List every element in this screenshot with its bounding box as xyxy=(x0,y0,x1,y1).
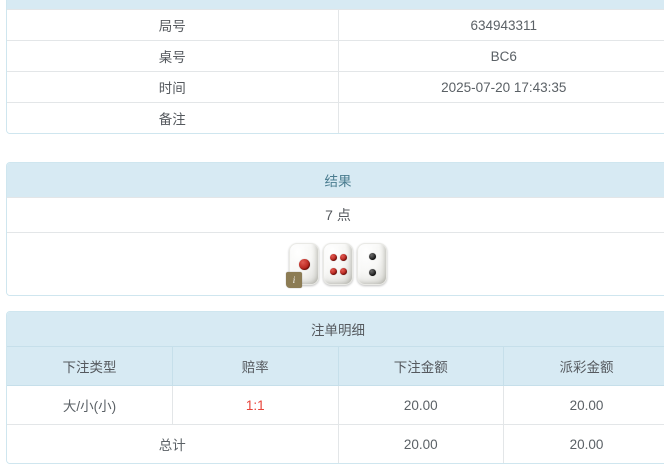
info-badge-icon[interactable]: i xyxy=(286,272,302,288)
table-header-row: 结果 xyxy=(7,163,664,198)
round-info-card: 局号 634943311 桌号 BC6 时间 2025-07-20 17:43:… xyxy=(6,0,664,134)
info-value-remark xyxy=(337,102,664,133)
pip-icon xyxy=(339,267,347,275)
die-3-pips xyxy=(361,248,383,280)
table-row: 大/小(小) 1:1 20.00 20.00 xyxy=(7,385,664,425)
round-info-table: 局号 634943311 桌号 BC6 时间 2025-07-20 17:43:… xyxy=(7,0,664,133)
info-header-band xyxy=(7,0,664,10)
result-points: 7 点 xyxy=(7,197,664,233)
table-column-header-row: 下注类型 赔率 下注金额 派彩金额 xyxy=(7,346,664,386)
result-dice-cell: i xyxy=(7,232,664,295)
bet-detail-card: 注单明细 下注类型 赔率 下注金额 派彩金额 大/小(小) 1:1 20.00 … xyxy=(6,311,664,464)
pip-icon xyxy=(329,267,337,275)
table-total-row: 总计 20.00 20.00 xyxy=(7,424,664,463)
pip-icon xyxy=(329,253,337,261)
table-row: 备注 xyxy=(7,102,664,133)
info-label-remark: 备注 xyxy=(7,102,339,133)
result-title: 结果 xyxy=(7,163,664,198)
pip-icon xyxy=(298,258,310,270)
table-row: 局号 634943311 xyxy=(7,9,664,41)
cell-bet-type: 大/小(小) xyxy=(7,385,173,425)
table-row: 时间 2025-07-20 17:43:35 xyxy=(7,71,664,103)
info-label-time: 时间 xyxy=(7,71,339,103)
result-table: 结果 7 点 i xyxy=(7,163,664,295)
bet-detail-title: 注单明细 xyxy=(7,312,664,347)
info-label-table-no: 桌号 xyxy=(7,40,339,72)
cell-payout: 20.00 xyxy=(503,385,664,425)
table-header-row: 注单明细 xyxy=(7,312,664,347)
info-label-round-no: 局号 xyxy=(7,9,339,41)
column-header-payout: 派彩金额 xyxy=(503,346,664,386)
cell-odds: 1:1 xyxy=(172,385,339,425)
info-value-table-no: BC6 xyxy=(337,40,664,72)
die-1-pips xyxy=(293,248,315,280)
bet-detail-table: 注单明细 下注类型 赔率 下注金额 派彩金额 大/小(小) 1:1 20.00 … xyxy=(7,312,664,463)
info-value-time: 2025-07-20 17:43:35 xyxy=(337,71,664,103)
die-2 xyxy=(323,243,353,285)
pip-icon xyxy=(368,252,376,260)
cell-total-label: 总计 xyxy=(7,424,339,463)
table-row: 桌号 BC6 xyxy=(7,40,664,72)
dice-row: i xyxy=(7,233,664,295)
column-header-bet-amount: 下注金额 xyxy=(337,346,504,386)
pip-icon xyxy=(339,253,347,261)
table-header-row xyxy=(7,0,664,10)
column-header-bet-type: 下注类型 xyxy=(7,346,173,386)
table-row: 7 点 xyxy=(7,197,664,233)
cell-total-payout: 20.00 xyxy=(503,424,664,463)
result-card: 结果 7 点 i xyxy=(6,162,664,296)
cell-total-amount: 20.00 xyxy=(337,424,504,463)
die-2-pips xyxy=(327,248,349,280)
column-header-odds: 赔率 xyxy=(172,346,339,386)
die-3 xyxy=(357,243,387,285)
info-value-round-no: 634943311 xyxy=(337,9,664,41)
table-row: i xyxy=(7,232,664,295)
pip-icon xyxy=(368,268,376,276)
cell-bet-amount: 20.00 xyxy=(337,385,504,425)
die-1: i xyxy=(286,243,319,288)
